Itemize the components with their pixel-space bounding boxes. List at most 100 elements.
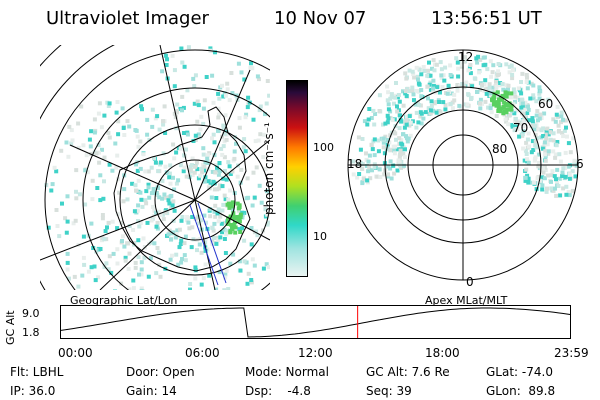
emission-pixel [149, 240, 154, 245]
emission-pixel [546, 97, 551, 102]
emission-pixel [223, 93, 228, 98]
emission-pixel [104, 261, 109, 266]
emission-pixel [221, 123, 226, 128]
emission-pixel [172, 156, 177, 161]
emission-pixel [232, 135, 237, 139]
emission-pixel [425, 73, 430, 78]
emission-pixel [372, 153, 377, 158]
emission-pixel [449, 91, 454, 96]
emission-pixel [154, 191, 159, 195]
emission-pixel [556, 184, 561, 188]
emission-pixel [520, 97, 525, 102]
emission-pixel [564, 125, 568, 130]
emission-pixel [207, 151, 212, 156]
emission-pixel [385, 113, 390, 118]
emission-pixel [81, 143, 86, 148]
emission-pixel [539, 100, 544, 105]
emission-pixel [250, 203, 255, 208]
emission-pixel [52, 165, 57, 170]
emission-pixel [415, 89, 419, 93]
emission-pixel [135, 168, 140, 173]
emission-pixel [210, 226, 215, 231]
emission-pixel [65, 267, 70, 272]
mlt-label-18: 18 [347, 157, 363, 171]
emission-pixel [536, 152, 541, 157]
emission-pixel [120, 239, 124, 243]
emission-pixel [147, 195, 152, 200]
emission-pixel [496, 109, 501, 113]
emission-pixel [182, 253, 187, 258]
emission-pixel [255, 74, 260, 79]
emission-pixel [544, 136, 549, 141]
emission-pixel [542, 176, 547, 181]
emission-pixel [162, 104, 167, 109]
emission-pixel [178, 242, 183, 246]
emission-pixel [221, 202, 226, 207]
emission-pixel [448, 102, 453, 106]
emission-pixel [235, 201, 240, 206]
emission-pixel [226, 197, 231, 202]
emission-pixel [542, 140, 547, 145]
geo-meridian [194, 199, 216, 290]
emission-pixel [220, 184, 225, 189]
emission-pixel [216, 238, 221, 243]
emission-pixel [138, 166, 143, 171]
emission-pixel [392, 101, 396, 106]
emission-pixel [486, 105, 491, 110]
emission-pixel [127, 224, 132, 228]
emission-pixel [182, 165, 187, 170]
emission-pixel [556, 123, 561, 128]
emission-pixel [216, 115, 221, 120]
emission-pixel [220, 208, 225, 213]
emission-pixel [199, 282, 204, 287]
emission-pixel [223, 131, 228, 136]
emission-pixel [106, 267, 111, 272]
emission-pixel [179, 238, 184, 243]
emission-pixel [559, 110, 564, 115]
emission-pixel [395, 168, 400, 173]
emission-pixel [188, 287, 192, 290]
emission-pixel [520, 71, 525, 76]
emission-pixel [227, 164, 232, 169]
emission-pixel [261, 228, 265, 233]
emission-pixel [507, 70, 512, 75]
emission-pixel [464, 80, 469, 85]
emission-pixel [210, 169, 215, 174]
emission-pixel [378, 175, 383, 179]
emission-pixel [212, 181, 217, 186]
emission-pixel [512, 128, 517, 133]
emission-pixel [228, 261, 233, 266]
emission-pixel [564, 192, 569, 197]
emission-pixel [133, 183, 138, 188]
emission-pixel [402, 125, 407, 130]
emission-pixel [526, 131, 531, 136]
emission-pixel [87, 137, 92, 142]
status-dsp: Dsp: -4.8 [245, 384, 311, 398]
emission-pixel [531, 83, 536, 88]
emission-pixel [455, 60, 460, 65]
emission-pixel [537, 96, 542, 101]
emission-pixel [66, 154, 71, 159]
emission-pixel [397, 136, 402, 141]
emission-pixel [419, 72, 424, 77]
emission-pixel [504, 119, 509, 124]
emission-pixel [246, 95, 251, 100]
emission-pixel [412, 75, 417, 80]
emission-pixel [388, 115, 393, 120]
emission-pixel [201, 121, 206, 126]
emission-pixel [236, 206, 241, 211]
emission-pixel [196, 132, 201, 137]
emission-pixel [151, 204, 155, 209]
emission-pixel [404, 114, 409, 119]
emission-pixel [221, 144, 226, 149]
emission-pixel [567, 172, 572, 177]
emission-pixel [506, 87, 510, 92]
geo-meridian [40, 199, 196, 261]
emission-pixel [519, 108, 524, 113]
emission-pixel [224, 229, 229, 234]
emission-pixel [93, 278, 98, 283]
emission-pixel [189, 245, 194, 250]
emission-pixel [65, 194, 70, 199]
emission-pixel [545, 126, 550, 131]
emission-pixel [116, 119, 121, 124]
